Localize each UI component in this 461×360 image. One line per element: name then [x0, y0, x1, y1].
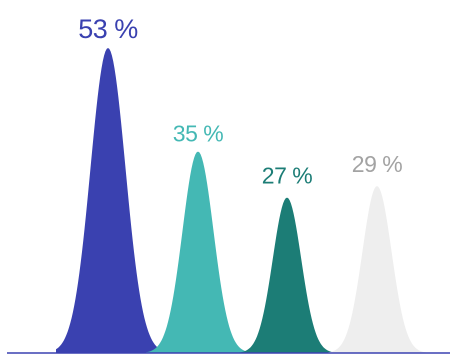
value-labels-group: 53 % 35 % 27 % 29 % [78, 14, 403, 189]
peak-4 [325, 186, 429, 353]
peak-2-label: 35 % [173, 121, 223, 147]
peak-1 [56, 48, 160, 353]
peak-4-label: 29 % [352, 151, 402, 177]
peak-2 [146, 151, 250, 353]
peak-3 [235, 197, 339, 353]
peak-1-label: 53 % [78, 14, 138, 44]
peaks-group [56, 48, 429, 353]
peak-3-label: 27 % [262, 163, 312, 189]
